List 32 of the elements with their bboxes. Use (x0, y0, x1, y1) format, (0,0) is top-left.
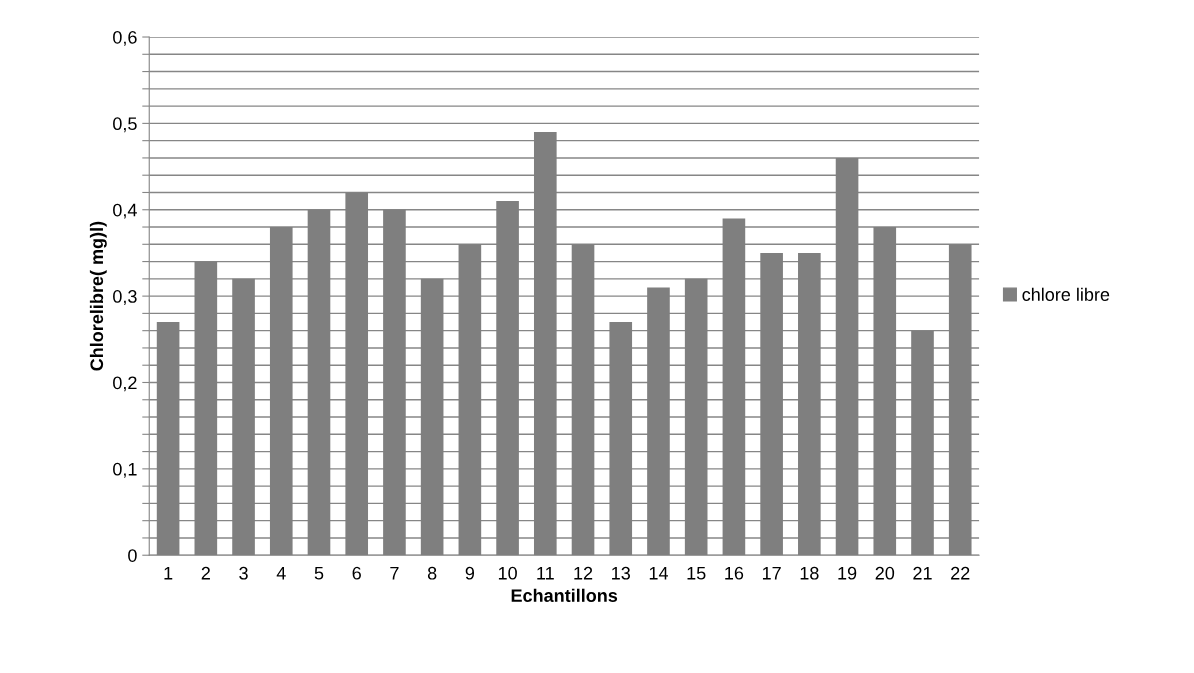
x-tick-label: 1 (164, 567, 173, 580)
y-tick-label: 0,2 (113, 376, 137, 392)
x-tick-label: 12 (574, 566, 593, 580)
x-tick-label: 20 (875, 566, 895, 580)
x-tick-label: 10 (498, 566, 517, 580)
legend-label: chlore libre (1022, 287, 1110, 301)
x-tick-label: 17 (762, 567, 781, 580)
x-tick-label: 18 (800, 566, 819, 580)
x-tick-label: 13 (612, 566, 630, 580)
y-tick-label: 0,4 (113, 203, 137, 219)
x-tick-label: 2 (201, 566, 210, 580)
y-tick-label: 0 (128, 549, 137, 562)
y-tick-label: 0,5 (113, 117, 137, 133)
x-tick-label: 3 (239, 566, 248, 580)
x-tick-label: 9 (465, 566, 475, 580)
x-tick-label: 7 (390, 567, 399, 580)
x-tick-label: 22 (951, 566, 970, 580)
x-tick-label: 19 (838, 566, 857, 580)
y-tick-label: 0,6 (113, 30, 137, 46)
x-tick-label: 8 (427, 566, 437, 580)
y-tick-label: 0,1 (113, 462, 137, 478)
y-axis-title: Chlorelibre( mg)l) (89, 221, 107, 371)
x-tick-label: 4 (276, 567, 286, 580)
y-tick-label: 0,3 (113, 290, 137, 305)
x-tick-label: 6 (352, 566, 361, 580)
x-axis-title: Echantillons (511, 588, 618, 602)
x-tick-label: 14 (649, 567, 668, 580)
x-tick-label: 21 (913, 566, 932, 580)
x-tick-label: 16 (725, 566, 744, 580)
x-tick-label: 11 (537, 567, 554, 580)
x-tick-label: 15 (687, 567, 706, 580)
x-tick-label: 5 (314, 567, 324, 580)
